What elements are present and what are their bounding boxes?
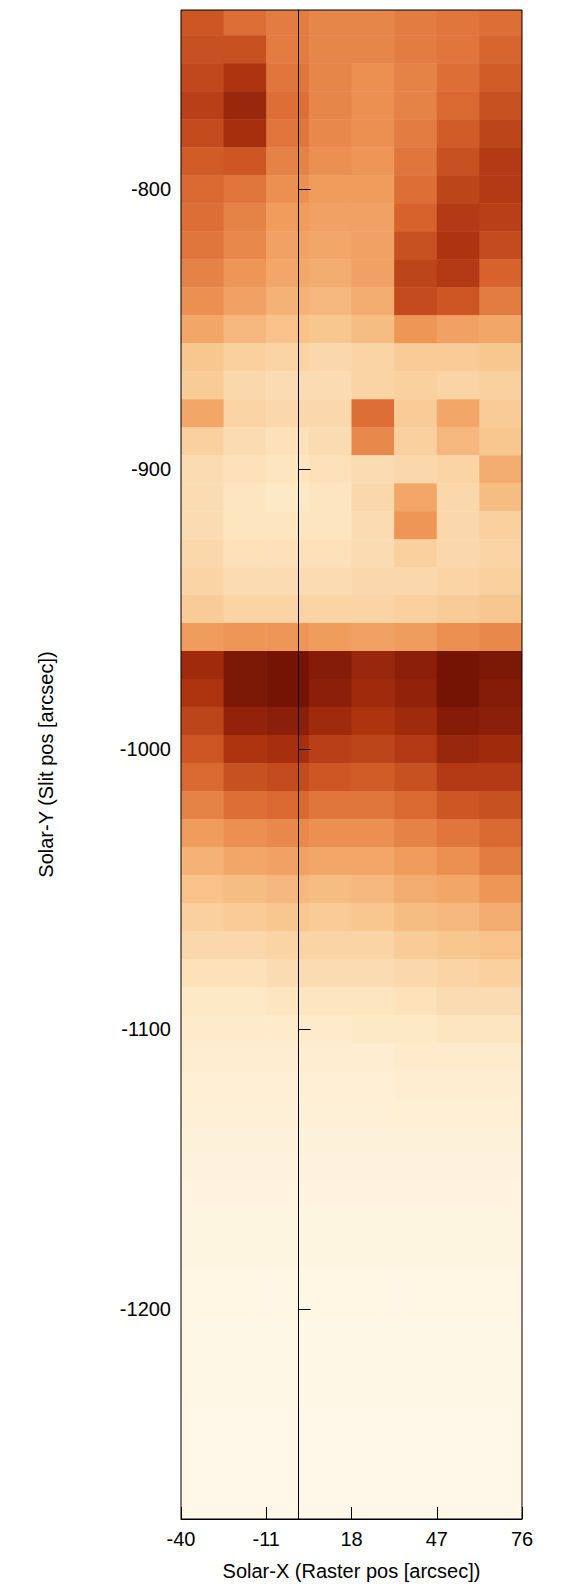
svg-text:-900: -900 xyxy=(131,458,171,480)
svg-text:76: 76 xyxy=(511,1528,533,1550)
svg-text:-40: -40 xyxy=(167,1528,196,1550)
svg-text:-1100: -1100 xyxy=(121,1018,171,1040)
svg-text:-1200: -1200 xyxy=(120,1298,171,1320)
svg-text:-1000: -1000 xyxy=(120,738,171,760)
svg-text:47: 47 xyxy=(426,1528,448,1550)
svg-text:-800: -800 xyxy=(131,178,171,200)
svg-text:-11: -11 xyxy=(253,1528,280,1550)
svg-text:Solar-X (Raster pos [arcsec]): Solar-X (Raster pos [arcsec]) xyxy=(223,1560,481,1582)
svg-text:Solar-Y (Slit pos [arcsec]): Solar-Y (Slit pos [arcsec]) xyxy=(35,651,57,877)
svg-text:18: 18 xyxy=(340,1528,362,1550)
